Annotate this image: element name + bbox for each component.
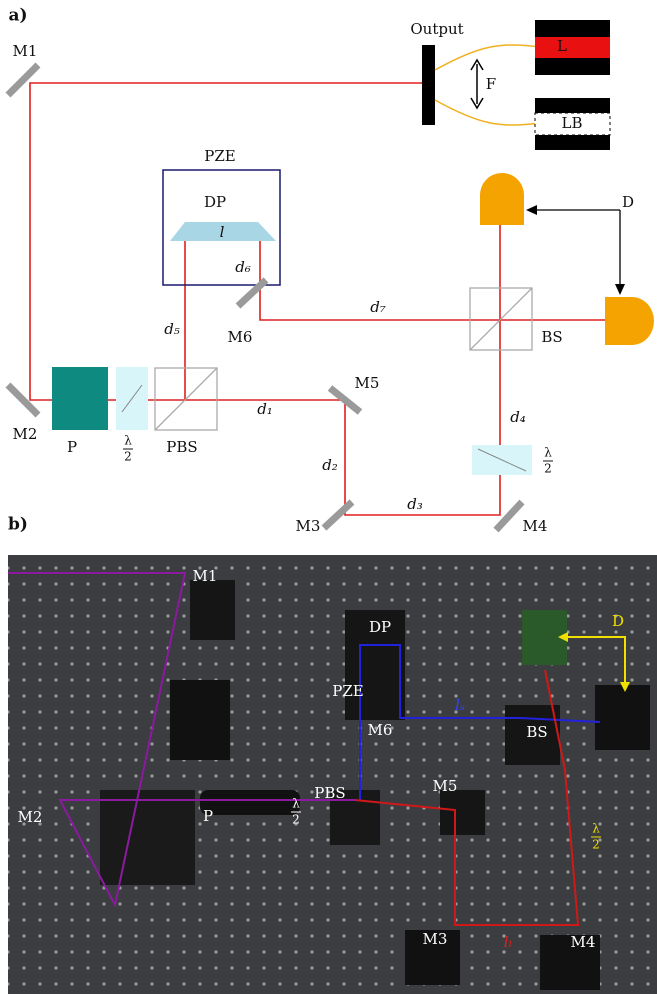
label: P — [67, 438, 77, 456]
label: d₅ — [164, 320, 180, 338]
laser-band — [535, 37, 610, 58]
label: M4 — [571, 933, 596, 951]
label: P — [203, 807, 213, 825]
arrow-head — [526, 205, 537, 215]
label: M5 — [355, 374, 380, 392]
label: M3 — [423, 930, 448, 948]
label: d₇ — [370, 298, 386, 316]
mirror — [8, 65, 38, 95]
label: F — [486, 75, 496, 93]
label: 2 — [544, 462, 552, 476]
detector — [480, 173, 524, 225]
panel-a: a) Output L F LB PZE DP l D BS P PBS λ 2… — [8, 6, 654, 536]
label: LB — [562, 114, 583, 132]
panel-label: b) — [8, 515, 28, 535]
figure: a) Output L F LB PZE DP l D BS P PBS λ 2… — [0, 0, 657, 994]
label: l — [220, 223, 225, 241]
fiber — [435, 45, 540, 70]
fraction: λ 2 — [123, 434, 133, 464]
label: d₆ — [235, 258, 251, 276]
detector — [605, 297, 654, 345]
detector — [595, 685, 650, 750]
panel-label: a) — [8, 6, 27, 26]
mirror — [238, 280, 266, 306]
panel-b: b) M1 M2 M3 M4 M5 M6 DP D PZE lₛ BS P PB… — [8, 515, 657, 994]
fraction: λ 2 — [291, 797, 301, 827]
label: 2 — [292, 813, 300, 827]
label: d₁ — [257, 400, 273, 418]
label: 2 — [124, 450, 132, 464]
label: M6 — [368, 721, 393, 739]
label: Output — [410, 20, 463, 38]
label: M2 — [13, 425, 38, 443]
label: λ — [544, 446, 552, 460]
label: λ — [592, 822, 600, 836]
label: M2 — [18, 808, 43, 826]
label: d₄ — [510, 408, 526, 426]
fiber — [435, 100, 540, 125]
label: M1 — [193, 567, 218, 585]
label: d₂ — [322, 456, 338, 474]
label: D — [612, 612, 624, 630]
label: d₃ — [407, 495, 423, 513]
label: λ — [292, 797, 300, 811]
mount — [100, 790, 195, 885]
label: 2 — [592, 838, 600, 852]
mount — [440, 790, 485, 835]
label: M3 — [296, 517, 321, 535]
beam-splitter-face — [470, 288, 532, 350]
label: lₗ — [504, 933, 512, 951]
label: M5 — [433, 777, 458, 795]
beam — [260, 232, 605, 320]
mount — [190, 580, 235, 640]
arrow-head — [615, 284, 625, 295]
label: PBS — [314, 784, 345, 802]
label: BS — [541, 328, 562, 346]
label: λ — [124, 434, 132, 448]
pbs-face — [155, 368, 217, 430]
label: M1 — [13, 42, 38, 60]
label: L — [557, 37, 567, 55]
label: PZE — [204, 147, 235, 165]
polarizer — [52, 367, 108, 430]
mount — [200, 790, 300, 815]
label: BS — [526, 723, 547, 741]
fraction: λ 2 — [591, 822, 601, 852]
beam — [30, 83, 500, 515]
mount — [170, 680, 230, 760]
label: M6 — [228, 328, 253, 346]
fraction: λ 2 — [543, 446, 553, 476]
label: PBS — [166, 438, 197, 456]
label: D — [622, 193, 634, 211]
label: lₛ — [455, 696, 465, 714]
label: PZE — [332, 682, 363, 700]
label: M4 — [523, 517, 548, 535]
label: DP — [204, 193, 226, 211]
output-plate — [422, 45, 435, 125]
label: DP — [369, 618, 391, 636]
